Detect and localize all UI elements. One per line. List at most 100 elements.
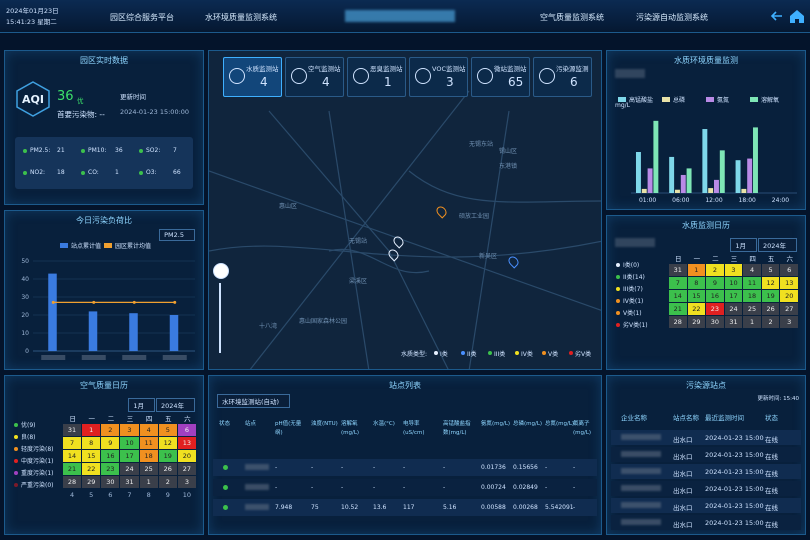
legend-label: II类(14) bbox=[623, 274, 645, 281]
calendar-day: 18 bbox=[743, 290, 761, 302]
road bbox=[468, 110, 510, 369]
aqi-hex bbox=[16, 81, 50, 117]
pollutant-value: 18 bbox=[57, 169, 65, 176]
weekday: 四 bbox=[145, 415, 153, 423]
panel: 园区实时数据 AQI 36 优首要污染物: -- 更新时间 2024-01-23 15:0… bbox=[4, 50, 204, 205]
legend-swatch bbox=[60, 243, 68, 248]
table-row bbox=[611, 447, 801, 462]
company-hidden bbox=[621, 502, 661, 508]
y-axis-label: mg/L bbox=[615, 102, 631, 109]
pollutant-value: 36 bbox=[115, 147, 123, 154]
table-header: 站点名称 bbox=[673, 414, 699, 422]
x-tick-label: 24:00 bbox=[772, 197, 789, 204]
year-select[interactable]: 2024年 bbox=[155, 398, 195, 412]
month-select[interactable]: 1月 bbox=[128, 398, 155, 412]
legend-label: 轻度污染(8) bbox=[21, 446, 54, 453]
company-hidden bbox=[621, 451, 661, 457]
table-cell: - bbox=[573, 484, 576, 491]
panel-title: 水质环境质量监测 bbox=[674, 56, 738, 65]
x-tick-label: 06:00 bbox=[672, 197, 689, 204]
station-tile[interactable]: 污染源监测 6 bbox=[533, 57, 592, 97]
calendar-day: 28 bbox=[669, 316, 687, 328]
calendar-day: 10 bbox=[182, 491, 192, 499]
station-name-hidden bbox=[245, 484, 269, 490]
bar bbox=[653, 120, 659, 193]
panel-title: 园区实时数据 bbox=[80, 56, 128, 65]
month-select[interactable]: 1月 bbox=[730, 238, 757, 252]
legend-label: III类(7) bbox=[623, 286, 643, 293]
calendar-day: 13 bbox=[177, 437, 196, 449]
map-pan[interactable] bbox=[213, 263, 229, 279]
calendar-day: 1 bbox=[687, 264, 706, 276]
calendar-day: 8 bbox=[82, 437, 101, 449]
calendar-day: 14 bbox=[63, 450, 82, 462]
table-cell: 2024-01-23 15:00 bbox=[705, 485, 764, 493]
calendar-day: 22 bbox=[687, 303, 706, 315]
table-header: 总磷(mg/L) bbox=[513, 421, 543, 427]
station-tile[interactable]: VOC监测站 3 bbox=[409, 57, 468, 97]
station-tile[interactable]: 恶臭监测站 1 bbox=[347, 57, 406, 97]
station-tile[interactable]: 空气监测站 4 bbox=[285, 57, 344, 97]
table-cell: - bbox=[311, 464, 314, 471]
status-dot bbox=[81, 149, 85, 153]
legend-label: II类 bbox=[467, 351, 477, 358]
top-icons[interactable] bbox=[770, 8, 806, 24]
calendar-day: 29 bbox=[687, 316, 706, 328]
legend-label: 溶解氧 bbox=[761, 96, 779, 104]
station-type-select[interactable]: 水环境监测站(自动) bbox=[217, 394, 291, 408]
station-tile[interactable]: 水质监测站 4 bbox=[223, 57, 282, 97]
calendar-day: 15 bbox=[82, 450, 101, 462]
weekday: 日 bbox=[69, 415, 76, 423]
legend-label: IV类(1) bbox=[623, 298, 644, 305]
table-cell: 2024-01-23 15:00 bbox=[705, 434, 764, 442]
legend-label: I类(0) bbox=[623, 262, 640, 269]
panel: 站点列表 水环境监测站(自动) 状态 站点 pH值(无量纲) 浊度(NTU) 溶解氧(mg/… bbox=[208, 375, 602, 535]
station-tile[interactable]: 微站监测站 65 bbox=[471, 57, 530, 97]
calendar-day: 5 bbox=[158, 424, 177, 436]
zoom-slider[interactable] bbox=[219, 283, 221, 353]
table-cell: - bbox=[373, 464, 376, 471]
map-label: 十八湾 bbox=[259, 323, 278, 330]
pollutant-select[interactable]: PM2.5 bbox=[159, 229, 195, 241]
legend-label: V类(1) bbox=[623, 310, 642, 317]
pollutant-box: PM2.5: 21 PM10: 36 SO2: 7 NO2: 18 CO: 1 O3: 66 bbox=[15, 137, 193, 189]
panel-title: 污染源站点 bbox=[686, 381, 726, 390]
nav-item[interactable]: 园区综合服务平台 bbox=[110, 13, 174, 22]
calendar-day: 5 bbox=[761, 264, 780, 276]
calendar-day: 9 bbox=[706, 277, 724, 289]
bar bbox=[680, 174, 686, 193]
tile-label: 水质监测站 bbox=[246, 65, 279, 73]
table-header: 总氮(mg/L) bbox=[545, 421, 575, 427]
table-cell: - bbox=[545, 464, 548, 471]
aqi-value: 36 bbox=[57, 89, 74, 104]
map-label: 无锡东站 bbox=[469, 141, 494, 148]
pollutant-name: SO2: bbox=[146, 147, 161, 154]
calendar-day: 31 bbox=[120, 476, 139, 488]
bar bbox=[635, 152, 641, 193]
calendar-day: 27 bbox=[177, 463, 196, 475]
table-cell: 0.00588 bbox=[481, 504, 506, 511]
calendar-day: 14 bbox=[669, 290, 687, 302]
nav-item[interactable]: 空气质量监测系统 bbox=[540, 13, 604, 22]
table-row bbox=[611, 515, 801, 530]
calendar-day: 4 bbox=[743, 264, 761, 276]
map-label: 无锡站 bbox=[349, 238, 368, 245]
map-roads bbox=[209, 90, 601, 369]
legend-dot bbox=[616, 323, 620, 327]
legend-label: 良(8) bbox=[21, 434, 36, 441]
table-cell: 0.01736 bbox=[481, 464, 506, 471]
table-cell: 7.948 bbox=[275, 504, 293, 511]
panel-title: 空气质量日历 bbox=[80, 381, 128, 390]
nav-item[interactable]: 水环境质量监测系统 bbox=[205, 13, 277, 22]
table-header: pH值(无量纲) bbox=[275, 421, 302, 436]
nav-item[interactable]: 污染源自动监测系统 bbox=[636, 13, 708, 22]
legend-dot bbox=[14, 459, 18, 463]
legend-dot bbox=[434, 351, 438, 355]
road bbox=[209, 170, 601, 311]
legend-dot bbox=[616, 275, 620, 279]
year-select[interactable]: 2024年 bbox=[757, 238, 797, 252]
bar bbox=[88, 311, 98, 351]
bar bbox=[48, 273, 57, 351]
calendar-day: 2 bbox=[761, 316, 780, 328]
calendar-day: 9 bbox=[101, 437, 120, 449]
